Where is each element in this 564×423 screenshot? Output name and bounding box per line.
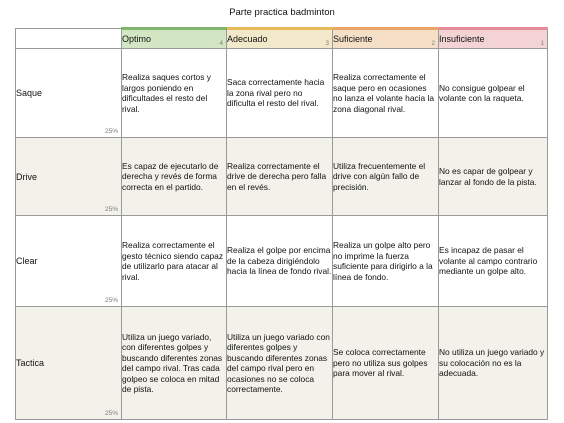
descriptor-cell: Realiza el golpe por encima de la cabeza… [226,215,333,307]
descriptor-cell: No es capar de golpear y lanzar al fondo… [438,137,548,216]
page-title: Parte practica badminton [229,7,335,18]
descriptor-cell: Realiza un golpe alto pero no imprime la… [332,215,439,307]
descriptor-cell: No utiliza un juego variado y su colocac… [438,306,548,420]
criterion-weight: 25% [104,410,118,417]
descriptor-cell: Realiza correctamente el saque pero en o… [332,48,439,138]
criterion-weight: 25% [104,297,118,304]
criterion-cell: Clear 25% [15,215,122,307]
level-score: 4 [219,41,223,47]
descriptor-cell: Realiza saques cortos y largos poniendo … [121,48,227,138]
descriptor-cell: Es capaz de ejecutarlo de derecha y revé… [121,137,227,216]
descriptor-cell: Realiza correctamente el gesto técnico s… [121,215,227,307]
criterion-cell: Tactica 25% [15,306,122,420]
header-corner [15,28,122,49]
criterion-label: Clear [16,256,38,266]
criterion-label: Drive [16,171,38,182]
descriptor-cell: Se coloca correctamente pero no utiliza … [332,306,439,420]
criterion-cell: Drive 25% [15,137,122,216]
level-score: 2 [431,41,435,47]
level-header-insuficiente: Insuficiente 1 [438,27,548,49]
criterion-row-tactica: Tactica 25% Utiliza un juego variado, co… [15,306,548,420]
criterion-cell: Saque 25% [15,48,122,138]
level-label: Insuficiente [439,34,485,44]
level-score: 3 [325,41,329,47]
criterion-row-clear: Clear 25% Realiza correctamente el gesto… [15,215,548,307]
criterion-row-drive: Drive 25% Es capaz de ejecutarlo de dere… [15,137,548,216]
criterion-weight: 25% [104,206,118,213]
descriptor-cell: Utiliza un juego variado con diferentes … [226,306,333,420]
header-row: Optimo 4 Adecuado 3 Suficiente 2 Insufic… [15,27,548,49]
criterion-row-saque: Saque 25% Realiza saques cortos y largos… [15,48,548,138]
level-header-suficiente: Suficiente 2 [332,27,439,49]
descriptor-cell: No consigue golpear el volante con la ra… [438,48,548,138]
descriptor-cell: Utiliza frecuentemente el drive con algú… [332,137,439,216]
descriptor-cell: Utiliza un juego variado, con diferentes… [121,306,227,420]
criterion-weight: 25% [104,128,118,135]
level-label: Suficiente [333,34,373,44]
criterion-label: Saque [16,88,43,98]
level-label: Adecuado [227,34,268,44]
descriptor-cell: Realiza correctamente el drive de derech… [226,137,333,216]
level-header-adecuado: Adecuado 3 [226,27,333,49]
criterion-label: Tactica [16,358,45,368]
level-label: Optimo [122,34,152,44]
descriptor-cell: Saca correctamente hacia la zona rival p… [226,48,333,138]
level-header-optimo: Optimo 4 [121,27,227,49]
rubric-table: Optimo 4 Adecuado 3 Suficiente 2 Insufic… [15,27,548,420]
descriptor-cell: Es incapaz de pasar el volante al campo … [438,215,548,307]
level-score: 1 [540,41,544,47]
